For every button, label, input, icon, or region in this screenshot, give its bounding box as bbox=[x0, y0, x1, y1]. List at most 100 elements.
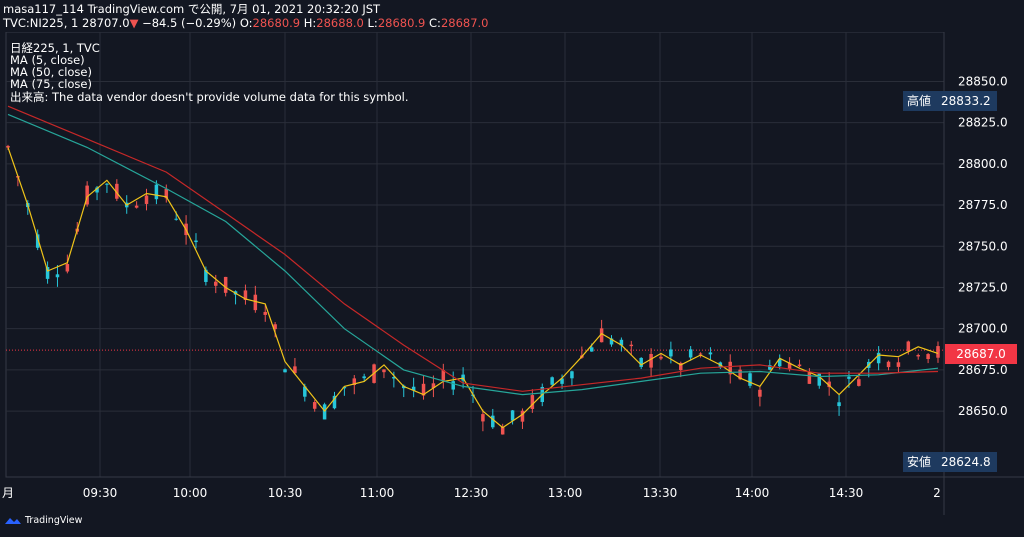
candle-body bbox=[708, 352, 713, 355]
candle-body bbox=[827, 381, 831, 388]
publisher-line: masa117_114 TradingView.com で公開, 7月 01, … bbox=[3, 2, 381, 16]
high-value: 28688.0 bbox=[316, 16, 364, 30]
open-label: O: bbox=[239, 16, 253, 30]
candle-body bbox=[609, 338, 614, 345]
candle-body bbox=[837, 402, 841, 407]
candle-body bbox=[273, 324, 277, 330]
candle-body bbox=[481, 414, 485, 422]
candle-body bbox=[6, 145, 10, 148]
candle-body bbox=[619, 339, 624, 346]
high-tag-label: 高値 bbox=[903, 91, 936, 111]
candle-body bbox=[382, 369, 386, 373]
candle-body bbox=[491, 415, 495, 428]
last-price: 28707.0 bbox=[82, 16, 130, 30]
candle-body bbox=[639, 357, 643, 367]
candle-body bbox=[679, 362, 683, 371]
candle-body bbox=[510, 410, 515, 421]
x-tick-label: 13:30 bbox=[643, 486, 678, 500]
candle-body bbox=[312, 402, 317, 409]
candle-body bbox=[332, 395, 337, 409]
candle-body bbox=[847, 376, 851, 379]
y-tick-label: 28850.0 bbox=[958, 74, 1008, 88]
change-arrow-icon: ▼ bbox=[129, 16, 139, 30]
candle-body bbox=[174, 218, 178, 220]
x-tick-label: 10:00 bbox=[173, 486, 208, 500]
open-value: 28680.9 bbox=[252, 16, 301, 30]
candle-body bbox=[411, 386, 416, 391]
candle-body bbox=[787, 362, 792, 370]
candle-body bbox=[530, 395, 535, 409]
candle-body bbox=[362, 376, 366, 379]
candle-body bbox=[303, 386, 307, 397]
candle-body bbox=[55, 274, 60, 278]
candle-body bbox=[164, 189, 169, 199]
candle-body bbox=[263, 311, 267, 315]
candle-body bbox=[570, 371, 574, 379]
ma5-line bbox=[7, 147, 939, 429]
candle-body bbox=[431, 383, 436, 389]
candle-body bbox=[758, 389, 762, 397]
candle-body bbox=[293, 366, 297, 374]
high-price-tag: 高値 28833.2 bbox=[903, 91, 997, 111]
candle-body bbox=[768, 365, 772, 370]
candle-body bbox=[154, 184, 159, 200]
candle-body bbox=[204, 269, 208, 282]
y-tick-label: 28725.0 bbox=[958, 280, 1008, 294]
candle-body bbox=[926, 354, 930, 360]
candle-body bbox=[65, 264, 70, 272]
candle-body bbox=[589, 347, 594, 352]
candle-body bbox=[550, 377, 554, 385]
symbol-label: TVC:NI225, 1 bbox=[3, 16, 79, 30]
candle-body bbox=[105, 183, 109, 185]
x-tick-label: 12:30 bbox=[454, 486, 489, 500]
candle-body bbox=[352, 378, 357, 386]
candle-body bbox=[253, 294, 258, 311]
candle-body bbox=[817, 373, 822, 386]
legend-ma75[interactable]: MA (75, close) bbox=[10, 77, 92, 91]
candle-body bbox=[886, 361, 891, 368]
candle-body bbox=[134, 205, 139, 208]
candle-body bbox=[500, 426, 505, 435]
low-value: 28680.9 bbox=[377, 16, 426, 30]
legend-title: 日経225, 1, TVC bbox=[10, 41, 100, 55]
high-tag-value: 28833.2 bbox=[935, 91, 997, 111]
candle-body bbox=[243, 290, 248, 301]
candle-body bbox=[916, 355, 920, 357]
legend-ma50[interactable]: MA (50, close) bbox=[10, 65, 92, 79]
legend-ma5[interactable]: MA (5, close) bbox=[10, 53, 85, 67]
candle-body bbox=[629, 344, 634, 347]
x-tick-label: 09:30 bbox=[83, 486, 118, 500]
candle-body bbox=[342, 386, 347, 389]
footer-brand[interactable]: TradingView bbox=[4, 515, 82, 526]
candle-body bbox=[649, 353, 653, 368]
candle-body bbox=[144, 195, 149, 204]
candle-body bbox=[876, 352, 881, 364]
y-tick-label: 28775.0 bbox=[958, 198, 1008, 212]
x-tick-label: 13:00 bbox=[548, 486, 583, 500]
candle-body bbox=[669, 349, 673, 357]
candle-body bbox=[95, 187, 99, 193]
brand-name: TradingView bbox=[25, 515, 83, 526]
candle-body bbox=[797, 364, 802, 367]
candle-body bbox=[85, 185, 89, 205]
ohlc-line: TVC:NI225, 1 28707.0▼ −84.5 (−0.29%) O:2… bbox=[3, 16, 489, 30]
ma75-line bbox=[7, 105, 939, 392]
candle-body bbox=[441, 370, 446, 381]
candle-body bbox=[906, 341, 911, 352]
x-tick-label: 月 bbox=[2, 486, 14, 500]
low-price-tag: 安値 28624.8 bbox=[903, 452, 997, 472]
candle-body bbox=[35, 234, 40, 248]
candle-body bbox=[807, 372, 812, 384]
legend-volume: 出来高: The data vendor doesn't provide vol… bbox=[10, 90, 409, 104]
candle-body bbox=[698, 353, 703, 355]
candle-body bbox=[896, 362, 901, 367]
y-tick-label: 28650.0 bbox=[958, 404, 1008, 418]
candle-body bbox=[421, 383, 426, 396]
x-tick-label: 14:30 bbox=[829, 486, 864, 500]
price-chart[interactable]: 28650.0 28675.0 28700.0 28725.0 28750.0 28775… bbox=[0, 32, 1024, 515]
candle-body bbox=[748, 373, 752, 386]
candle-body bbox=[45, 267, 50, 279]
candle-body bbox=[777, 359, 782, 367]
x-tick-label: 10:30 bbox=[268, 486, 303, 500]
close-value: 28687.0 bbox=[440, 16, 489, 30]
